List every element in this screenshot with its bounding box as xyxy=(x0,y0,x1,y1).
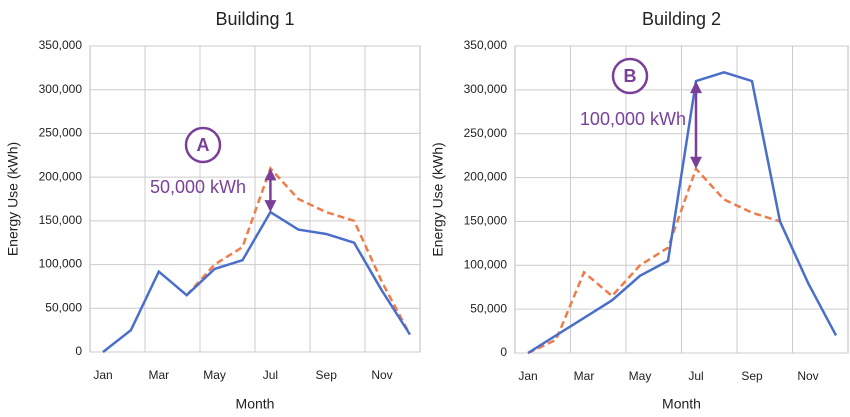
annotation-circle xyxy=(184,126,222,164)
x-axis-label: Month xyxy=(236,396,275,412)
annotation-letter: B xyxy=(624,66,637,86)
annotation-letter: A xyxy=(197,135,210,155)
annotation-circle xyxy=(611,57,649,95)
arrow-head xyxy=(690,81,702,94)
y-tick-label: 300,000 xyxy=(464,82,508,96)
annotation-text: 50,000 kWh xyxy=(150,177,246,197)
y-tick-label: 200,000 xyxy=(39,169,83,183)
chart-title: Building 1 xyxy=(215,9,294,29)
y-tick-label: 350,000 xyxy=(464,38,508,52)
series-line xyxy=(527,71,838,355)
x-tick-label: Nov xyxy=(797,369,818,383)
y-tick-label: 200,000 xyxy=(464,170,508,184)
y-tick-label: 100,000 xyxy=(39,257,83,271)
x-tick-label: Jul xyxy=(688,369,703,383)
y-tick-label: 50,000 xyxy=(45,300,82,314)
x-axis-label: Month xyxy=(662,396,701,412)
x-tick-label: Jul xyxy=(263,368,278,382)
y-axis-label: Energy Use (kWh) xyxy=(5,142,21,256)
series-line xyxy=(185,166,412,336)
y-tick-label: 100,000 xyxy=(464,257,508,271)
chart-title: Building 2 xyxy=(642,9,721,29)
arrow-head xyxy=(264,168,277,181)
y-axis-label: Energy Use (kWh) xyxy=(430,142,446,256)
x-tick-label: Mar xyxy=(148,368,169,382)
arrow-head xyxy=(690,156,702,169)
series-line xyxy=(102,210,411,353)
y-tick-label: 0 xyxy=(500,345,507,359)
y-tick-label: 150,000 xyxy=(464,214,508,228)
x-tick-label: May xyxy=(629,369,652,383)
y-tick-label: 150,000 xyxy=(39,213,83,227)
y-tick-label: 350,000 xyxy=(39,38,83,52)
x-tick-label: May xyxy=(203,368,226,382)
x-tick-label: Jan xyxy=(518,369,537,383)
annotation-text: 100,000 kWh xyxy=(580,109,686,129)
x-tick-label: Mar xyxy=(574,369,595,383)
arrow-head xyxy=(264,200,277,213)
series-line xyxy=(527,166,781,355)
x-tick-label: Sep xyxy=(316,368,338,382)
y-tick-label: 300,000 xyxy=(39,82,83,96)
y-tick-label: 250,000 xyxy=(464,126,508,140)
x-tick-label: Sep xyxy=(741,369,763,383)
y-tick-label: 50,000 xyxy=(470,301,507,315)
y-tick-label: 250,000 xyxy=(39,126,83,140)
y-tick-label: 0 xyxy=(75,344,82,358)
x-tick-label: Nov xyxy=(371,368,392,382)
x-tick-label: Jan xyxy=(93,368,112,382)
